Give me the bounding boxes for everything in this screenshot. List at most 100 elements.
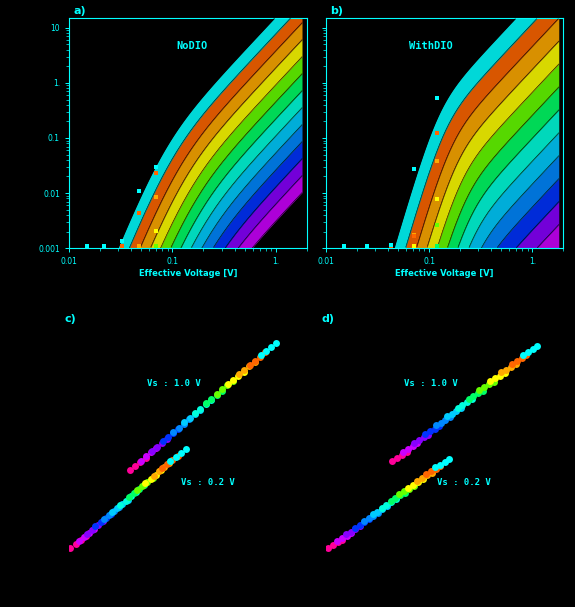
Point (152, 168, 161, 177)
Point (363, 241, 372, 251)
Point (339, 241, 348, 251)
Point (83, 241, 92, 251)
Point (152, 241, 161, 251)
Point (386, 241, 395, 251)
Point (135, 241, 144, 251)
Point (432, 241, 442, 251)
Text: c): c) (64, 314, 76, 324)
Point (117, 241, 126, 251)
Point (117, 241, 126, 251)
Point (152, 241, 161, 251)
Point (135, 241, 144, 251)
Point (409, 241, 419, 251)
Point (363, 241, 372, 251)
Text: Vs : 0.2 V: Vs : 0.2 V (181, 478, 235, 487)
Point (100, 241, 109, 251)
Point (152, 241, 161, 251)
Text: NoDIO: NoDIO (176, 41, 207, 51)
Point (363, 241, 372, 251)
Point (432, 241, 442, 251)
Point (117, 236, 126, 245)
Point (117, 241, 126, 251)
Point (117, 241, 126, 251)
Point (135, 241, 144, 251)
Point (432, 220, 442, 229)
Point (386, 241, 395, 251)
X-axis label: Effective Voltage [V]: Effective Voltage [V] (139, 269, 237, 278)
Point (117, 241, 126, 251)
Point (386, 241, 395, 251)
Point (100, 241, 109, 251)
Point (83, 241, 92, 251)
Point (135, 241, 144, 251)
Point (152, 241, 161, 251)
Point (83, 241, 92, 251)
Point (152, 192, 161, 202)
Point (363, 241, 372, 251)
Point (386, 241, 395, 251)
Point (363, 241, 372, 251)
Point (100, 241, 109, 251)
Point (409, 241, 419, 251)
Point (100, 241, 109, 251)
Point (386, 241, 395, 251)
Point (339, 241, 348, 251)
Point (409, 241, 419, 251)
Point (117, 241, 126, 251)
Point (432, 241, 442, 251)
Point (432, 241, 442, 251)
Point (135, 241, 144, 251)
Point (135, 241, 144, 251)
Point (339, 241, 348, 251)
Point (409, 241, 419, 251)
Point (100, 241, 109, 251)
Point (135, 241, 144, 251)
Point (363, 241, 372, 251)
Point (100, 241, 109, 251)
Text: a): a) (74, 6, 86, 16)
Point (432, 128, 442, 138)
Point (117, 241, 126, 251)
Point (409, 241, 419, 251)
Point (432, 156, 442, 166)
Point (386, 241, 395, 251)
Point (363, 241, 372, 251)
Point (152, 163, 161, 172)
Point (409, 241, 419, 251)
Point (363, 241, 372, 251)
Point (386, 241, 395, 251)
Text: WithDIO: WithDIO (409, 41, 453, 51)
Point (83, 241, 92, 251)
Point (152, 241, 161, 251)
Point (83, 241, 92, 251)
Point (152, 241, 161, 251)
Point (409, 230, 419, 240)
Point (386, 240, 395, 249)
Point (409, 241, 419, 251)
Point (386, 241, 395, 251)
Point (339, 241, 348, 251)
Point (339, 241, 348, 251)
Point (83, 241, 92, 251)
Point (83, 241, 92, 251)
Point (83, 241, 92, 251)
Point (83, 241, 92, 251)
Text: b): b) (331, 6, 343, 16)
Point (339, 241, 348, 251)
Point (339, 241, 348, 251)
Point (152, 241, 161, 251)
Point (83, 241, 92, 251)
Point (363, 241, 372, 251)
Point (100, 241, 109, 251)
Point (386, 241, 395, 251)
Point (409, 164, 419, 174)
Point (83, 241, 92, 251)
Point (135, 241, 144, 251)
Point (386, 241, 395, 251)
Text: Vs : 1.0 V: Vs : 1.0 V (147, 379, 201, 388)
Point (409, 241, 419, 251)
Point (117, 241, 126, 251)
Point (100, 241, 109, 251)
Text: Vs : 1.0 V: Vs : 1.0 V (404, 379, 458, 388)
Text: Vs : 0.2 V: Vs : 0.2 V (438, 478, 491, 487)
